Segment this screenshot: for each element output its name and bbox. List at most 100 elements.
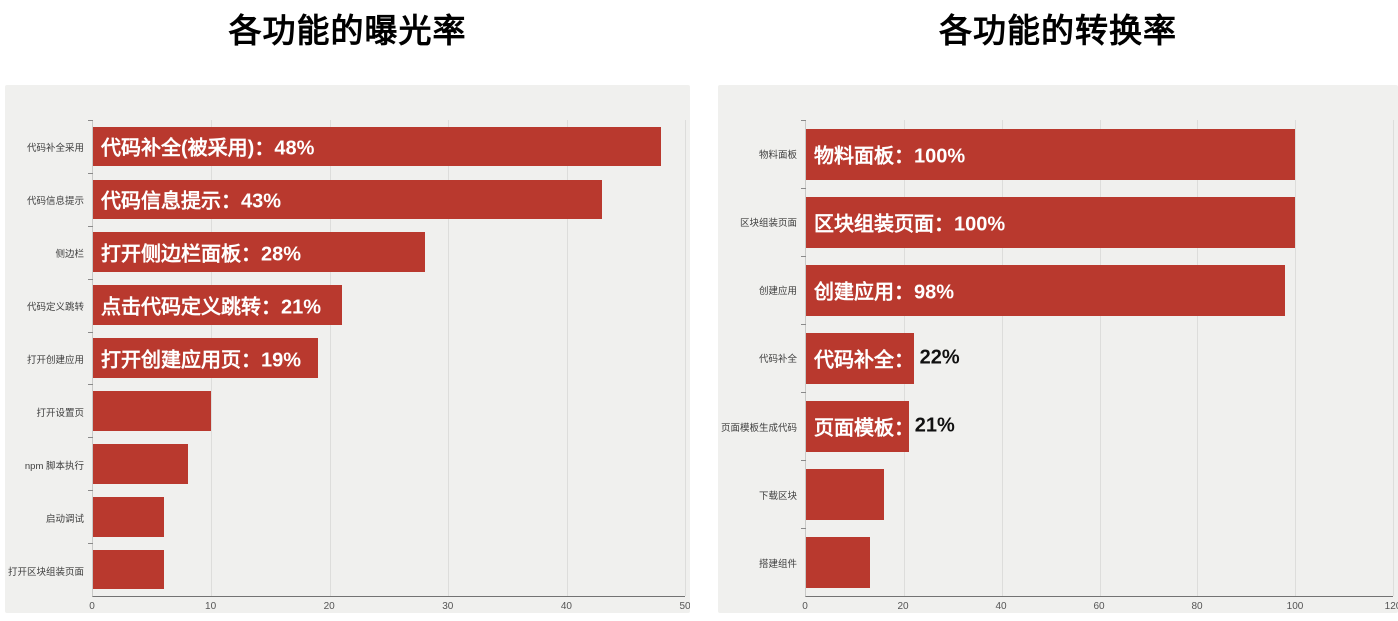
conversion-chart-title: 各功能的转换率 [939, 12, 1177, 49]
y-axis-tick [801, 392, 806, 393]
bar-row [801, 460, 1393, 528]
y-axis-tick [801, 256, 806, 257]
x-axis-tick-label: 20 [323, 601, 335, 612]
bar-row: 打开侧边栏面板：28% [88, 225, 685, 279]
bar-annotation: 代码补全： [814, 349, 914, 372]
y-axis-tick [801, 188, 806, 189]
bar [93, 496, 165, 537]
y-axis-tick [88, 490, 93, 492]
bar-annotation: 打开侧边栏面板：28% [101, 243, 302, 266]
y-axis-tick [801, 528, 806, 529]
y-axis-tick [801, 120, 806, 121]
bar-annotation: 点击代码定义跳转：21% [101, 296, 322, 319]
y-axis-label: 页面模板生成代码 [720, 422, 797, 434]
y-axis-label: 搭建组件 [758, 558, 797, 570]
y-axis-label: 侧边栏 [55, 248, 84, 260]
grid-line [329, 120, 331, 596]
bar-row [801, 528, 1393, 596]
bar [93, 285, 342, 325]
x-axis: 0 20 40 60 80 100 120 [802, 599, 1398, 613]
y-axis-label: 创建应用 [758, 286, 797, 298]
y-axis-label: 代码补全 [758, 354, 797, 366]
bar-row: 区块组装页面：100% [801, 188, 1393, 256]
y-axis-tick [801, 460, 806, 461]
x-axis-tick-label: 0 [802, 601, 808, 612]
bar-row [88, 490, 685, 543]
bar [806, 332, 914, 384]
bar-rows: 代码补全(被采用)：48% 代码信息提示：43% 打开侧边栏面板：28% 点击代码定义… [88, 120, 685, 596]
x-axis-tick-label: 100 [1286, 601, 1304, 612]
bar-annotation-outside: 22% [919, 346, 960, 369]
grid-line [1393, 120, 1394, 596]
bar-annotation: 打开创建应用页：19% [101, 349, 302, 372]
bar-annotation-outside: 21% [914, 414, 955, 437]
y-axis-tick [88, 543, 93, 545]
x-axis-tick-label: 60 [1093, 601, 1105, 612]
y-axis-tick [801, 324, 806, 325]
x-axis-tick-label: 40 [560, 601, 572, 612]
bar [93, 179, 603, 220]
bar-row: 物料面板：100% [801, 120, 1393, 188]
x-axis-tick-label: 20 [897, 601, 909, 612]
bar [806, 128, 1296, 180]
plot-area: 代码补全(被采用)：48% 代码信息提示：43% 打开侧边栏面板：28% 点击代码定义… [88, 120, 686, 597]
y-axis-label: 下载区块 [758, 490, 797, 502]
grid-line [1295, 120, 1297, 596]
bar [806, 536, 870, 588]
bar [806, 264, 1286, 316]
grid-line [1197, 120, 1199, 596]
exposure-chart-title: 各功能的曝光率 [228, 12, 467, 49]
bar-row: 代码信息提示：43% [88, 172, 685, 226]
grid-line [685, 120, 686, 596]
bar-row [88, 437, 685, 490]
bar-annotation: 代码信息提示：43% [101, 190, 282, 213]
bar-row [88, 384, 685, 437]
x-axis-tick-label: 80 [1191, 601, 1203, 612]
bar-row: 页面模板： 21% [801, 392, 1393, 460]
bar [806, 468, 885, 520]
y-axis-tick [88, 172, 93, 174]
bar [93, 443, 188, 484]
y-axis-label: 打开区块组装页面 [7, 566, 84, 578]
bar-annotation: 区块组装页面：100% [814, 213, 1006, 236]
y-axis-label: 代码信息提示 [26, 195, 84, 207]
x-axis: 0 10 20 30 40 50 [89, 599, 690, 613]
bar-row: 代码补全(被采用)：48% [88, 120, 685, 173]
x-axis-tick-label: 120 [1384, 601, 1398, 612]
bar [806, 400, 909, 452]
y-axis-tick [88, 225, 93, 227]
bar [93, 391, 212, 431]
x-axis-tick-label: 10 [205, 601, 217, 612]
plot-area: 物料面板：100% 区块组装页面：100% 创建应用：98% 代码补全： 22% 页面模板… [801, 120, 1394, 597]
y-axis-tick [88, 384, 93, 386]
bar-row [88, 543, 685, 596]
bar-row: 打开创建应用页：19% [88, 331, 685, 385]
x-axis-tick-label: 50 [679, 601, 690, 612]
bar [93, 549, 165, 590]
y-axis-labels: 物料面板区块组装页面创建应用代码补全页面模板生成代码下载区块搭建组件 [718, 120, 805, 597]
bar [93, 232, 425, 273]
y-axis-label: 代码定义跳转 [26, 301, 84, 313]
y-axis-tick [88, 120, 93, 121]
bar-row: 代码补全： 22% [801, 324, 1393, 392]
x-axis-tick-label: 0 [89, 601, 95, 612]
grid-line [1099, 120, 1101, 596]
bar-annotation: 创建应用：98% [814, 281, 955, 304]
y-axis-label: 代码补全采用 [26, 142, 84, 154]
y-axis-label: 启动调试 [45, 513, 84, 525]
bar-row: 创建应用：98% [801, 256, 1393, 324]
y-axis-tick [88, 278, 93, 280]
bar [806, 196, 1296, 248]
grid-line [1001, 120, 1003, 596]
bar [93, 126, 662, 167]
bar [93, 338, 318, 378]
y-axis-tick [88, 331, 93, 333]
grid-line [448, 120, 450, 596]
bar-row: 点击代码定义跳转：21% [88, 278, 685, 332]
bar-annotation: 页面模板： [814, 417, 914, 440]
y-axis-label: 区块组装页面 [739, 218, 797, 230]
y-axis-label: 物料面板 [758, 150, 797, 162]
bar-rows: 物料面板：100% 区块组装页面：100% 创建应用：98% 代码补全： 22% 页面模板… [801, 120, 1393, 596]
x-axis-tick-label: 40 [995, 601, 1007, 612]
exposure-chart: 代码补全采用 代码信息提示 侧边栏 代码定义跳转 打开创建应用 打开设置页 npm 脚本执行… [5, 85, 690, 613]
